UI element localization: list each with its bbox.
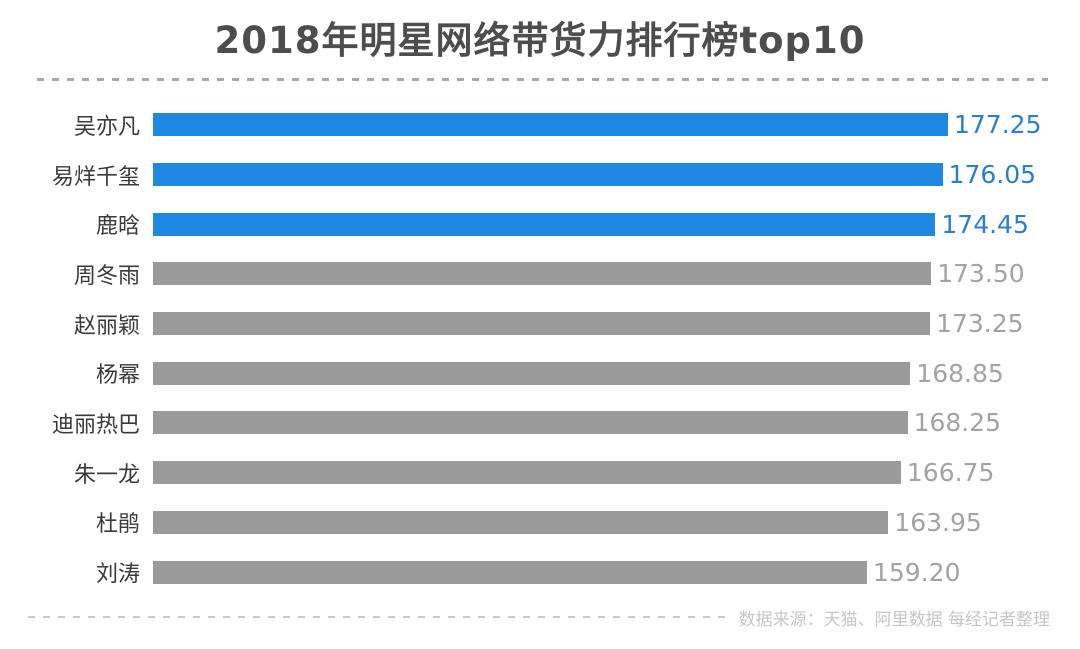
value-label: 168.25	[913, 408, 1002, 438]
value-label: 177.25	[954, 110, 1042, 140]
value-bar	[153, 312, 931, 336]
value-bar	[153, 163, 943, 187]
value-bar	[153, 510, 889, 534]
value-bar	[153, 113, 948, 137]
category-label: 刘涛	[95, 562, 140, 588]
category-label: 杨幂	[95, 363, 140, 389]
chart-title: 2018年明星网络带货力排行榜top10	[214, 19, 866, 62]
bottom-divider-dashed-line	[28, 616, 729, 618]
data-source-note: 数据来源：天猫、阿里数据 每经记者整理	[738, 609, 1050, 630]
category-label: 杜鹃	[95, 512, 140, 538]
chart-row: 迪丽热巴 168.25	[0, 398, 1080, 448]
value-bar	[153, 461, 901, 485]
category-label: 吴亦凡	[73, 114, 140, 140]
category-label: 周冬雨	[73, 263, 140, 289]
value-bar	[153, 560, 867, 584]
chart-row: 周冬雨 173.50	[0, 249, 1080, 299]
chart-row: 赵丽颖 173.25	[0, 299, 1080, 349]
value-label: 159.20	[873, 557, 961, 587]
chart-row: 吴亦凡 177.25	[0, 100, 1080, 150]
value-label: 163.95	[894, 507, 982, 537]
chart-row: 杨幂 168.85	[0, 348, 1080, 398]
chart-row: 鹿晗 174.45	[0, 199, 1080, 249]
category-label: 鹿晗	[95, 214, 140, 240]
value-label: 174.45	[941, 209, 1029, 239]
value-label: 176.05	[948, 160, 1037, 190]
footer: 数据来源：天猫、阿里数据 每经记者整理	[28, 605, 1050, 630]
chart-row: 朱一龙 166.75	[0, 448, 1080, 498]
value-label: 173.25	[936, 309, 1024, 339]
category-label: 朱一龙	[73, 462, 140, 488]
category-label: 赵丽颖	[73, 313, 140, 339]
category-label: 易烊千玺	[51, 164, 140, 190]
chart-row: 易烊千玺 176.05	[0, 150, 1080, 200]
value-bar	[153, 411, 908, 435]
horizontal-bar-chart: 吴亦凡 177.25 易烊千玺 176.05 鹿晗 174.45 周冬雨 173.50 赵丽颖 1…	[0, 100, 1080, 597]
value-bar	[153, 262, 932, 286]
value-label: 173.50	[937, 259, 1025, 289]
value-label: 166.75	[906, 458, 995, 488]
chart-row: 杜鹃 163.95	[0, 498, 1080, 548]
value-label: 168.85	[916, 358, 1004, 388]
value-bar	[153, 212, 936, 236]
chart-row: 刘涛 159.20	[0, 547, 1080, 597]
top-divider-dashed-line	[37, 78, 1048, 81]
value-bar	[153, 361, 911, 385]
category-label: 迪丽热巴	[51, 412, 140, 438]
